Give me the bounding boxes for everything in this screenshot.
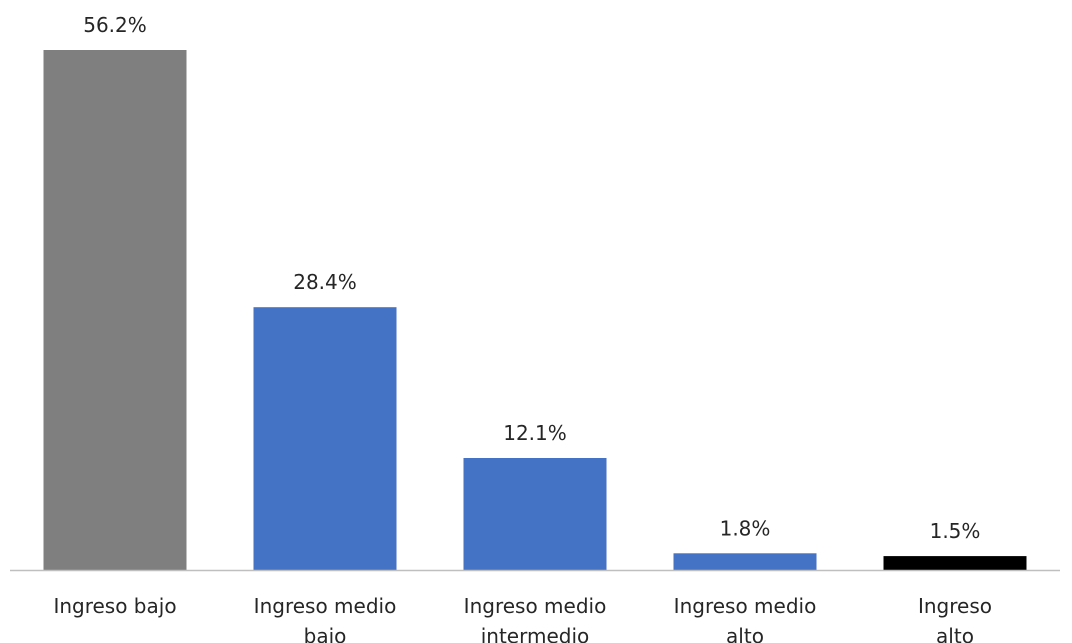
x-tick-label-3-line-1: Ingreso medio [464,594,607,618]
x-tick-label-4: Ingreso medio alto [674,594,817,643]
bar-4 [673,553,817,570]
bar-1 [43,50,187,570]
x-tick-label-5: Ingreso alto [918,594,992,643]
data-label-1: 56.2% [83,13,147,37]
data-label-3: 12.1% [503,421,567,445]
bar-2 [253,307,397,570]
x-tick-label-2: Ingreso medio bajo [254,594,397,643]
x-tick-label-3-line-2: intermedio [481,624,590,643]
bars-layer [43,50,1027,570]
x-tick-label-2-line-1: Ingreso medio [254,594,397,618]
x-tick-label-5-line-1: Ingreso [918,594,992,618]
bar-3 [463,458,607,570]
data-label-5: 1.5% [930,519,981,543]
data-label-4: 1.8% [720,516,771,540]
x-tick-label-1: Ingreso bajo [53,594,176,618]
data-labels-layer: 56.2% 28.4% 12.1% 1.8% 1.5% [83,13,980,543]
x-tick-label-4-line-1: Ingreso medio [674,594,817,618]
x-tick-label-2-line-2: bajo [304,624,347,643]
x-tick-label-4-line-2: alto [726,624,764,643]
x-tick-label-5-line-2: alto [936,624,974,643]
data-label-2: 28.4% [293,270,357,294]
x-tick-label-1-line-1: Ingreso bajo [53,594,176,618]
bar-5 [883,556,1027,570]
x-tick-label-3: Ingreso medio intermedio [464,594,607,643]
